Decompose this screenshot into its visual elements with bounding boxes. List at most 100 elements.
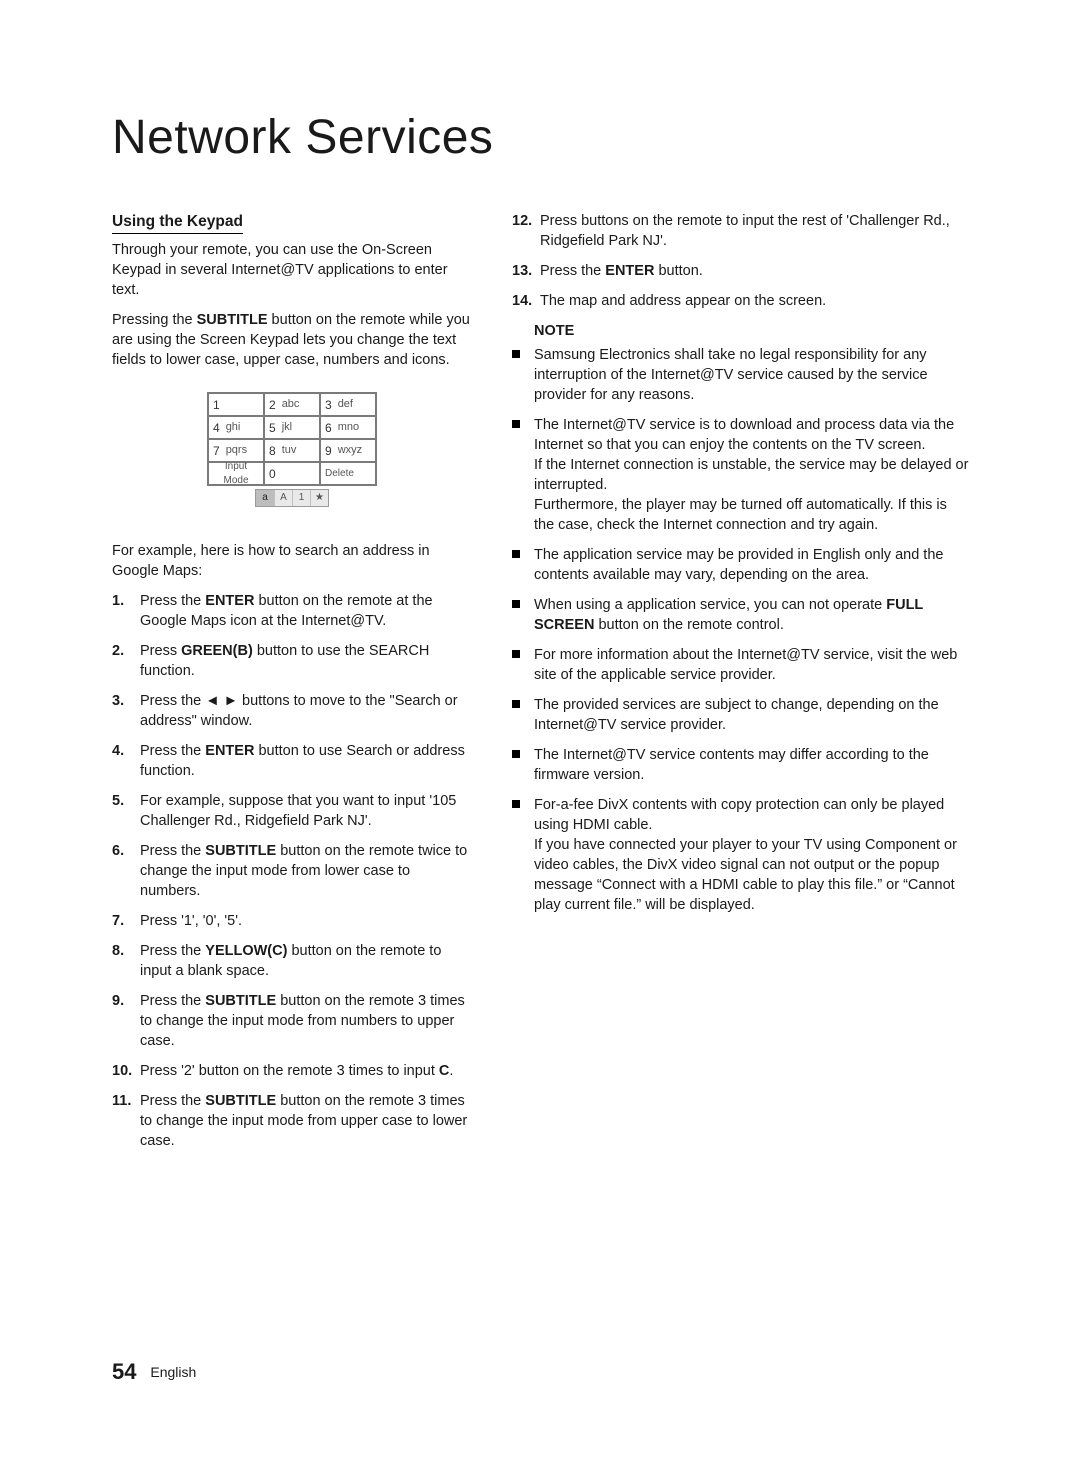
note-item: The application service may be provided … [512, 545, 970, 585]
step-4: Press the ENTER button to use Search or … [112, 741, 472, 781]
intro-paragraph-1: Through your remote, you can use the On-… [112, 240, 472, 300]
key-letters: wxyz [338, 443, 362, 458]
key-letters: def [338, 397, 353, 412]
note-item: The Internet@TV service contents may dif… [512, 745, 970, 785]
step-14: The map and address appear on the screen… [512, 291, 970, 311]
yellow-c-label: YELLOW(C) [205, 943, 287, 959]
section-heading-keypad: Using the Keypad [112, 211, 243, 234]
step-2: Press GREEN(B) button to use the SEARCH … [112, 641, 472, 681]
notes-list: Samsung Electronics shall take no legal … [512, 345, 970, 915]
text: Press the [140, 993, 205, 1009]
text: Press the [540, 263, 605, 279]
intro-paragraph-2: Pressing the SUBTITLE button on the remo… [112, 310, 472, 370]
key-input-mode: Input Mode [208, 462, 264, 485]
text: When using a application service, you ca… [534, 597, 886, 613]
note-item: Samsung Electronics shall take no legal … [512, 345, 970, 405]
note-item: The Internet@TV service is to download a… [512, 415, 970, 535]
left-column: Using the Keypad Through your remote, yo… [112, 211, 472, 1161]
key-3: 3 def [320, 393, 376, 416]
right-column: Press buttons on the remote to input the… [512, 211, 970, 1161]
mode-upper-a: A [274, 490, 292, 506]
text: Pressing the [112, 312, 197, 328]
key-2: 2 abc [264, 393, 320, 416]
mode-1: 1 [292, 490, 310, 506]
key-4: 4 ghi [208, 416, 264, 439]
key-1: 1 [208, 393, 264, 416]
key-letters: ghi [226, 420, 241, 435]
key-number: 8 [269, 443, 276, 460]
key-6: 6 mno [320, 416, 376, 439]
page-title: Network Services [112, 110, 970, 165]
key-letters: jkl [282, 420, 292, 435]
subtitle-label: SUBTITLE [205, 993, 276, 1009]
c-label: C [439, 1063, 449, 1079]
mode-star: ★ [310, 490, 328, 506]
key-number: 5 [269, 420, 276, 437]
text: Press [140, 643, 181, 659]
key-number: 0 [269, 466, 276, 483]
text: button. [654, 263, 702, 279]
key-number: 1 [213, 397, 220, 414]
enter-label: ENTER [205, 593, 254, 609]
mode-a: a [256, 490, 274, 506]
subtitle-label: SUBTITLE [197, 312, 268, 328]
text: Press the [140, 843, 205, 859]
keypad-grid: 1 2 abc 3 def 4 ghi 5 jkl 6 mno 7 pqrs 8 tuv 9w… [207, 392, 377, 486]
key-letters: abc [282, 397, 300, 412]
text: . [449, 1063, 453, 1079]
key-9: 9 wxyz [320, 439, 376, 462]
note-item: When using a application service, you ca… [512, 595, 970, 635]
text: Press the [140, 1093, 205, 1109]
text: Press the [140, 593, 205, 609]
footer-language: English [150, 1364, 196, 1380]
key-number: 4 [213, 420, 220, 437]
step-6: Press the SUBTITLE button on the remote … [112, 841, 472, 901]
key-number: 9 [325, 443, 332, 460]
green-b-label: GREEN(B) [181, 643, 253, 659]
note-item: For more information about the Internet@… [512, 645, 970, 685]
text: button on the remote control. [594, 617, 783, 633]
text: Press the [140, 743, 205, 759]
key-number: 7 [213, 443, 220, 460]
text: Press the [140, 943, 205, 959]
page-number: 54 [112, 1359, 136, 1384]
step-5: For example, suppose that you want to in… [112, 791, 472, 831]
note-item: The provided services are subject to cha… [512, 695, 970, 735]
text: Press the ◄ ► buttons to move to the "Se… [140, 693, 458, 729]
note-heading: NOTE [534, 321, 970, 341]
page: Network Services Using the Keypad Throug… [0, 0, 1080, 1477]
key-7: 7 pqrs [208, 439, 264, 462]
key-letters: mno [338, 420, 359, 435]
step-13: Press the ENTER button. [512, 261, 970, 281]
enter-label: ENTER [605, 263, 654, 279]
step-10: Press '2' button on the remote 3 times t… [112, 1061, 472, 1081]
page-footer: 54 English [112, 1359, 196, 1385]
subtitle-label: SUBTITLE [205, 843, 276, 859]
key-8: 8 tuv [264, 439, 320, 462]
subtitle-label: SUBTITLE [205, 1093, 276, 1109]
steps-list-left: Press the ENTER button on the remote at … [112, 591, 472, 1151]
key-number: 2 [269, 397, 276, 414]
content-columns: Using the Keypad Through your remote, yo… [112, 211, 970, 1161]
key-letters: pqrs [226, 443, 247, 458]
step-7: Press '1', '0', '5'. [112, 911, 472, 931]
key-delete: Delete [320, 462, 376, 485]
enter-label: ENTER [205, 743, 254, 759]
key-0: 0 [264, 462, 320, 485]
text: Press '2' button on the remote 3 times t… [140, 1063, 439, 1079]
mode-bar: a A 1 ★ [255, 489, 329, 507]
step-11: Press the SUBTITLE button on the remote … [112, 1091, 472, 1151]
step-9: Press the SUBTITLE button on the remote … [112, 991, 472, 1051]
steps-list-right: Press buttons on the remote to input the… [512, 211, 970, 311]
example-lead: For example, here is how to search an ad… [112, 541, 472, 581]
key-letters: tuv [282, 443, 297, 458]
step-3: Press the ◄ ► buttons to move to the "Se… [112, 691, 472, 731]
key-5: 5 jkl [264, 416, 320, 439]
key-number: 3 [325, 397, 332, 414]
step-12: Press buttons on the remote to input the… [512, 211, 970, 251]
keypad-figure: 1 2 abc 3 def 4 ghi 5 jkl 6 mno 7 pqrs 8 tuv 9w… [112, 392, 472, 507]
note-item: For-a-fee DivX contents with copy protec… [512, 795, 970, 915]
key-number: 6 [325, 420, 332, 437]
step-8: Press the YELLOW(C) button on the remote… [112, 941, 472, 981]
step-1: Press the ENTER button on the remote at … [112, 591, 472, 631]
